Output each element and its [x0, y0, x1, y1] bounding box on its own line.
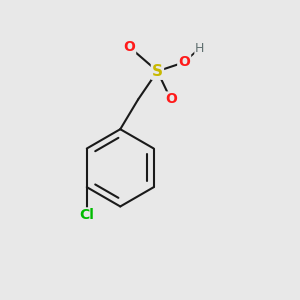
Text: Cl: Cl	[80, 208, 94, 222]
Text: O: O	[123, 40, 135, 54]
Text: H: H	[195, 42, 204, 55]
Text: S: S	[152, 64, 163, 79]
Text: O: O	[178, 55, 190, 69]
Text: O: O	[165, 92, 177, 106]
